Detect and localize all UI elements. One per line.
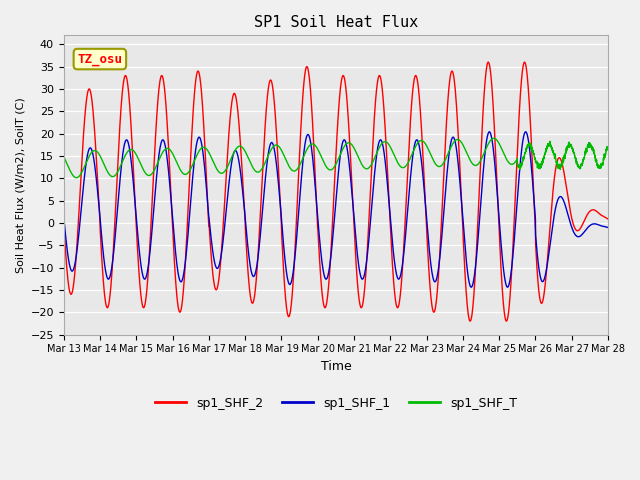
sp1_SHF_2 bbox=[60, 220, 68, 226]
sp1_SHF_T bbox=[60, 154, 68, 160]
sp1_SHF_1 bbox=[122, 137, 130, 143]
sp1_SHF_1 bbox=[60, 215, 68, 220]
sp1_SHF_2 bbox=[292, 226, 300, 231]
sp1_SHF_T bbox=[490, 135, 498, 141]
sp1_SHF_2 bbox=[269, 83, 276, 89]
sp1_SHF_T bbox=[292, 167, 300, 173]
sp1_SHF_T bbox=[269, 144, 276, 150]
sp1_SHF_1 bbox=[292, 242, 300, 248]
Text: TZ_osu: TZ_osu bbox=[77, 53, 122, 66]
Line: sp1_SHF_1: sp1_SHF_1 bbox=[64, 132, 608, 287]
Line: sp1_SHF_2: sp1_SHF_2 bbox=[64, 62, 608, 321]
sp1_SHF_1 bbox=[535, 266, 543, 272]
sp1_SHF_2 bbox=[521, 59, 529, 65]
sp1_SHF_2 bbox=[502, 318, 510, 324]
sp1_SHF_2 bbox=[604, 216, 612, 222]
Y-axis label: Soil Heat Flux (W/m2), SoilT (C): Soil Heat Flux (W/m2), SoilT (C) bbox=[15, 97, 25, 273]
sp1_SHF_T bbox=[604, 145, 612, 151]
sp1_SHF_2 bbox=[122, 73, 130, 79]
sp1_SHF_2 bbox=[154, 95, 162, 100]
X-axis label: Time: Time bbox=[321, 360, 351, 373]
Title: SP1 Soil Heat Flux: SP1 Soil Heat Flux bbox=[254, 15, 418, 30]
sp1_SHF_T bbox=[594, 165, 602, 170]
sp1_SHF_T bbox=[122, 151, 130, 157]
Legend: sp1_SHF_2, sp1_SHF_1, sp1_SHF_T: sp1_SHF_2, sp1_SHF_1, sp1_SHF_T bbox=[150, 392, 522, 415]
sp1_SHF_1 bbox=[504, 284, 511, 290]
sp1_SHF_1 bbox=[604, 225, 612, 230]
sp1_SHF_1 bbox=[594, 222, 602, 228]
sp1_SHF_1 bbox=[522, 129, 529, 135]
sp1_SHF_2 bbox=[535, 290, 543, 296]
sp1_SHF_1 bbox=[154, 159, 162, 165]
sp1_SHF_2 bbox=[594, 209, 602, 215]
sp1_SHF_T bbox=[535, 163, 543, 169]
sp1_SHF_T bbox=[154, 158, 162, 164]
sp1_SHF_T bbox=[73, 175, 81, 180]
sp1_SHF_1 bbox=[269, 140, 276, 146]
Line: sp1_SHF_T: sp1_SHF_T bbox=[64, 138, 608, 178]
